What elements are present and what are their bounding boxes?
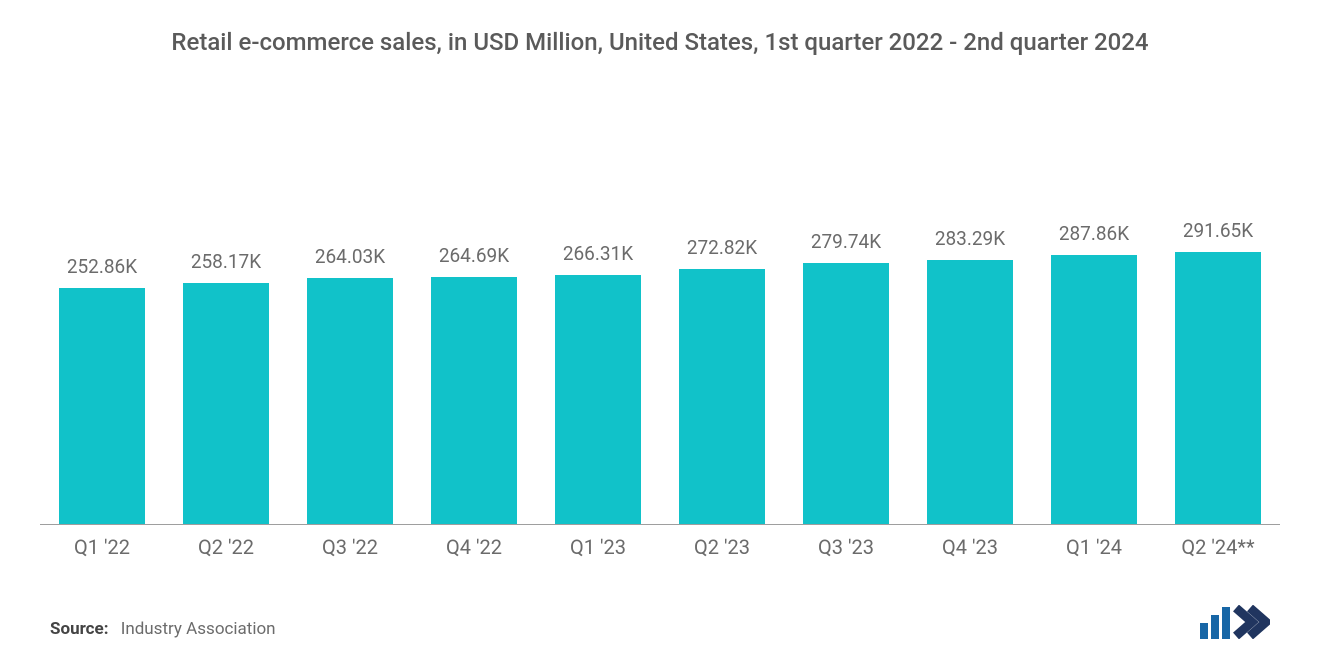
bar-slot: 287.86K bbox=[1032, 138, 1156, 524]
bar bbox=[59, 288, 146, 524]
x-tick-label: Q2 '23 bbox=[660, 535, 784, 559]
x-tick-label: Q1 '22 bbox=[40, 535, 164, 559]
bar-slot: 283.29K bbox=[908, 138, 1032, 524]
bar-value-label: 266.31K bbox=[563, 242, 633, 265]
x-tick-label: Q2 '22 bbox=[164, 535, 288, 559]
bar-slot: 264.69K bbox=[412, 138, 536, 524]
bar-value-label: 279.74K bbox=[811, 230, 881, 253]
x-tick-label: Q4 '23 bbox=[908, 535, 1032, 559]
x-tick-label: Q3 '22 bbox=[288, 535, 412, 559]
bar-slot: 272.82K bbox=[660, 138, 784, 524]
bar bbox=[1175, 252, 1262, 524]
bar-value-label: 272.82K bbox=[687, 236, 757, 259]
x-axis: Q1 '22Q2 '22Q3 '22Q4 '22Q1 '23Q2 '23Q3 '… bbox=[40, 535, 1280, 559]
chart-footer: Source: Industry Association bbox=[40, 605, 1280, 645]
bar bbox=[431, 277, 518, 524]
bar-value-label: 264.69K bbox=[439, 244, 509, 267]
bar-value-label: 264.03K bbox=[315, 245, 385, 268]
bar-value-label: 252.86K bbox=[67, 255, 137, 278]
bar-slot: 252.86K bbox=[40, 138, 164, 524]
x-tick-label: Q2 '24** bbox=[1156, 535, 1280, 559]
bar bbox=[183, 283, 270, 524]
bar bbox=[927, 260, 1014, 524]
bar bbox=[1051, 255, 1138, 524]
x-tick-label: Q1 '23 bbox=[536, 535, 660, 559]
bar-slot: 258.17K bbox=[164, 138, 288, 524]
bar-value-label: 287.86K bbox=[1059, 222, 1129, 245]
x-tick-label: Q3 '23 bbox=[784, 535, 908, 559]
chart-container: Retail e-commerce sales, in USD Million,… bbox=[0, 0, 1320, 665]
bar-slot: 291.65K bbox=[1156, 138, 1280, 524]
bar-value-label: 291.65K bbox=[1183, 219, 1253, 242]
x-tick-label: Q4 '22 bbox=[412, 535, 536, 559]
chart-title: Retail e-commerce sales, in USD Million,… bbox=[40, 28, 1280, 56]
bar bbox=[679, 269, 766, 524]
bar-value-label: 283.29K bbox=[935, 227, 1005, 250]
plot-area: 252.86K 258.17K 264.03K 264.69K 266.31K 272.8… bbox=[40, 68, 1280, 525]
bar-value-label: 258.17K bbox=[191, 250, 261, 273]
source-line: Source: Industry Association bbox=[50, 619, 276, 639]
bar-slot: 279.74K bbox=[784, 138, 908, 524]
bar bbox=[555, 275, 642, 524]
x-tick-label: Q1 '24 bbox=[1032, 535, 1156, 559]
bar bbox=[803, 263, 890, 524]
brand-logo-icon bbox=[1200, 605, 1270, 639]
bar bbox=[307, 278, 394, 524]
source-label: Source: bbox=[50, 619, 108, 639]
source-text: Industry Association bbox=[121, 619, 276, 639]
bar-slot: 266.31K bbox=[536, 138, 660, 524]
bar-slot: 264.03K bbox=[288, 138, 412, 524]
